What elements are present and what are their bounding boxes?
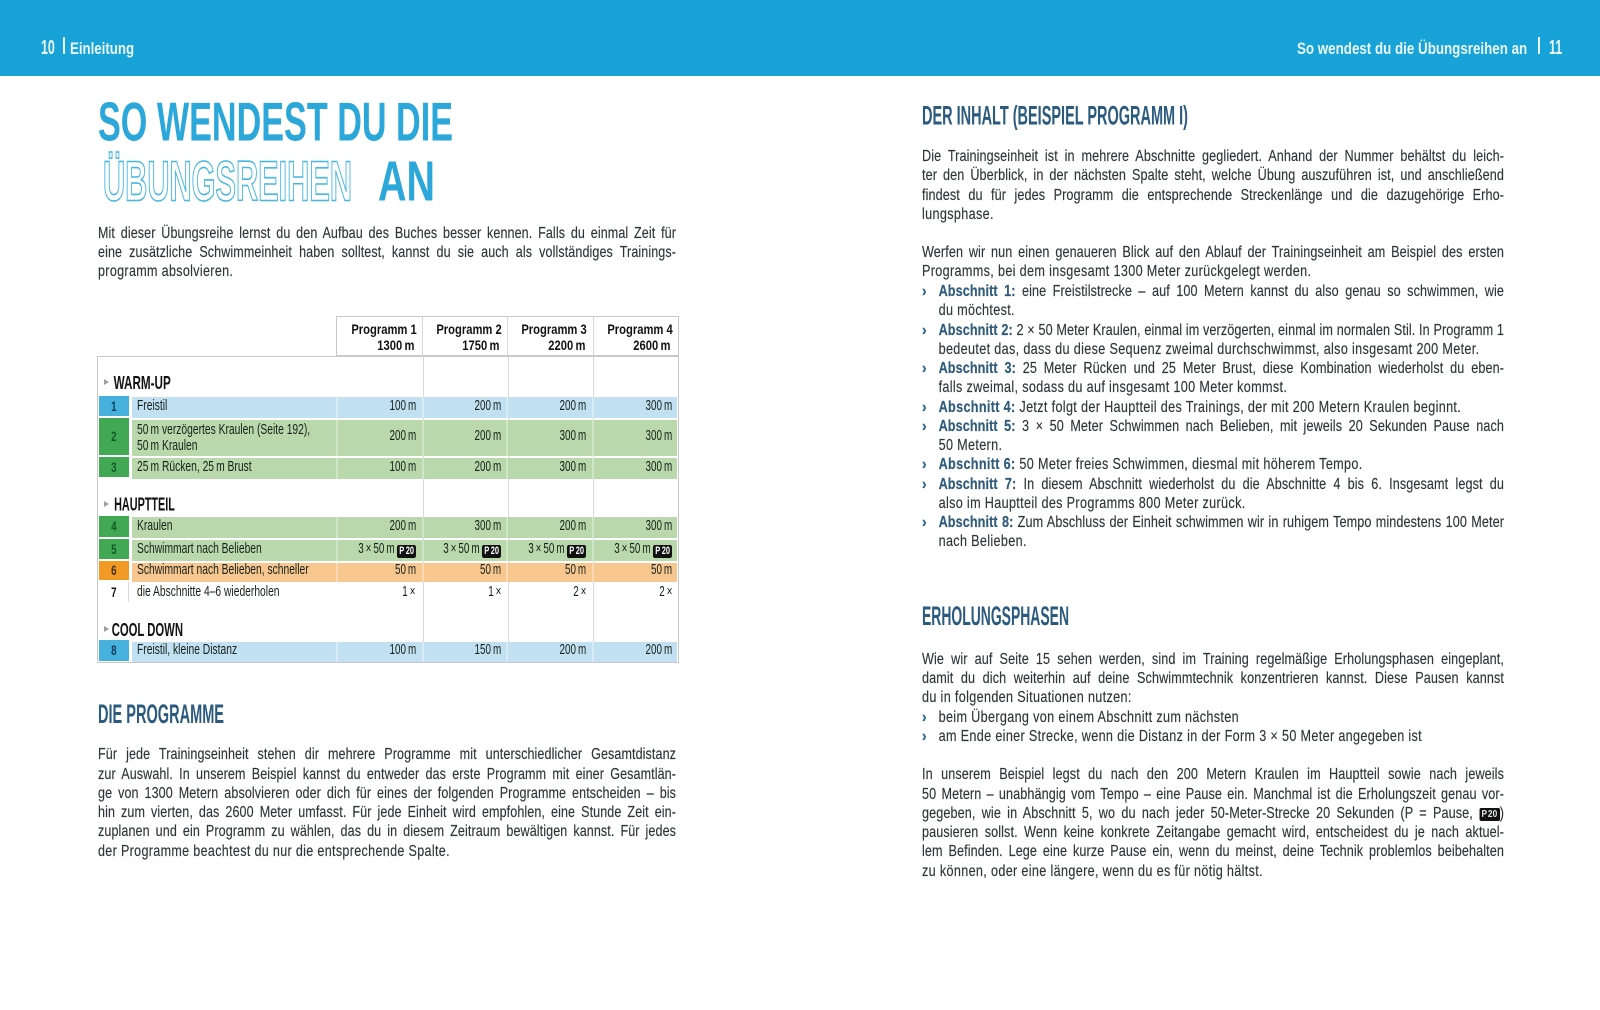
svg-text:DIE PROGRAMME: DIE PROGRAMME: [98, 699, 224, 729]
svg-text:DER INHALT (BEISPIEL PROGRAMM: DER INHALT (BEISPIEL PROGRAMM I): [922, 100, 1188, 130]
svg-text:WARM-UP: WARM-UP: [114, 372, 171, 393]
svg-text:HAUPTTEIL: HAUPTTEIL: [114, 494, 175, 515]
svg-text:AN: AN: [378, 150, 435, 213]
svg-text:ÜBUNGSREIHEN: ÜBUNGSREIHEN: [103, 150, 352, 213]
svg-text:ERHOLUNGSPHASEN: ERHOLUNGSPHASEN: [922, 601, 1069, 631]
svg-text:SO WENDEST DU DIE: SO WENDEST DU DIE: [98, 91, 453, 153]
svg-text:COOL DOWN: COOL DOWN: [112, 619, 183, 640]
